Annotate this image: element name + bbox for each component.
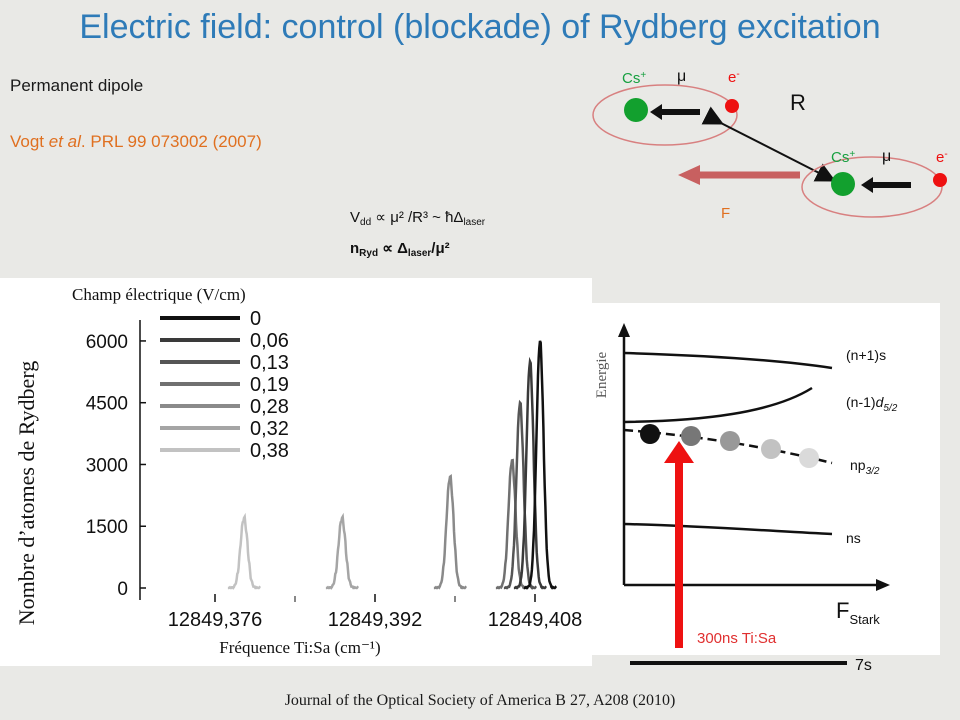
slide-subtitle: Permanent dipole: [10, 76, 144, 95]
distance-label: R: [790, 90, 806, 115]
atom1-electron: [725, 99, 739, 113]
atom1-ion: [624, 98, 648, 122]
series-line-5: [325, 512, 360, 590]
state-dot-4: [761, 439, 781, 459]
series-line-4: [433, 473, 468, 590]
level-ns: [623, 522, 833, 536]
legend-label-0: 0: [250, 308, 261, 330]
y-axis-label: Nombre d’atomes de Rydberg: [14, 361, 39, 625]
slide-title: Electric field: control (blockade) of Ry…: [79, 8, 881, 46]
formula-vdd: Vdd ∝ μ² /R³ ~ ħΔlaser: [350, 209, 486, 228]
ground-level-label: 7s: [855, 657, 872, 674]
state-dot-3: [720, 431, 740, 451]
x-axis-ticks: 12849,376 12849,392 12849,408: [168, 594, 583, 631]
y-tick-label-2: 3000: [86, 455, 128, 476]
legend-label-6: 0,38: [250, 440, 289, 462]
series-line-2: [503, 399, 538, 590]
series-line-1: [513, 356, 548, 590]
y-tick-label-4: 6000: [86, 332, 128, 353]
atom2-ellipse: [801, 156, 943, 218]
state-dot-2: [681, 426, 701, 446]
laser-label: 300ns Ti:Sa: [697, 630, 777, 647]
distance-arrow: [701, 106, 836, 182]
legend-label-3: 0,19: [250, 374, 289, 396]
field-label: F: [721, 205, 730, 222]
legend-label-1: 0,06: [250, 330, 289, 352]
stark-axis-label: FStark: [836, 598, 880, 627]
series-line-3: [495, 458, 530, 590]
dipole-diagram: Cs+ μ e- R Cs+ μ e- F: [592, 68, 948, 222]
atom1-ion-label: Cs+: [622, 70, 646, 88]
atom2-electron: [933, 173, 947, 187]
legend-label-4: 0,28: [250, 396, 289, 418]
formula-nryd: nRyd ∝ Δlaser/μ²: [350, 240, 450, 259]
journal-citation: Journal of the Optical Society of Americ…: [284, 692, 676, 709]
atom1-electron-label: e-: [728, 69, 740, 87]
y-tick-label-0: 0: [117, 579, 128, 600]
level-label-n1s: (n+1)s: [846, 347, 886, 363]
spectrum-chart: Champ électrique (V/cm) 00,060,130,190,2…: [0, 278, 592, 666]
x-axis-label: Fréquence Ti:Sa (cm⁻¹): [219, 638, 380, 657]
atom2-ion-label: Cs+: [831, 149, 855, 167]
atom2-dipole-label: μ: [882, 148, 891, 165]
series-line-0: [523, 340, 558, 590]
legend-label-2: 0,13: [250, 352, 289, 374]
x-tick-label-2: 12849,408: [488, 609, 583, 631]
laser-arrow: [675, 458, 683, 648]
y-tick-label-3: 4500: [86, 394, 128, 415]
series-group: [227, 340, 558, 590]
energy-diagram: Energie (n+1)s (n-1)d5/2 np3/2 ns FStark…: [592, 303, 940, 655]
state-dot-5: [799, 448, 819, 468]
legend-title: Champ électrique (V/cm): [72, 285, 246, 304]
atom1-dipole-label: μ: [677, 68, 686, 85]
ground-level: 7s: [630, 657, 872, 674]
atom2-electron-label: e-: [936, 149, 948, 167]
y-tick-label-1: 1500: [86, 517, 128, 538]
formulas: Vdd ∝ μ² /R³ ~ ħΔlaser nRyd ∝ Δlaser/μ²: [350, 209, 486, 259]
level-n1s: [623, 351, 833, 370]
legend: 00,060,130,190,280,320,38: [160, 308, 289, 462]
series-line-6: [227, 512, 262, 590]
atom2-ion: [831, 172, 855, 196]
legend-label-5: 0,32: [250, 418, 289, 440]
state-dot-1: [640, 424, 660, 444]
x-tick-label-0: 12849,376: [168, 609, 263, 631]
level-n1d: [623, 386, 813, 424]
reference-citation: Vogt et al. PRL 99 073002 (2007): [10, 132, 262, 151]
energy-axis-label: Energie: [594, 351, 610, 398]
y-axis-ticks: 0 1500 3000 4500 6000: [86, 332, 146, 600]
level-label-ns: ns: [846, 530, 861, 546]
x-tick-label-1: 12849,392: [328, 609, 423, 631]
